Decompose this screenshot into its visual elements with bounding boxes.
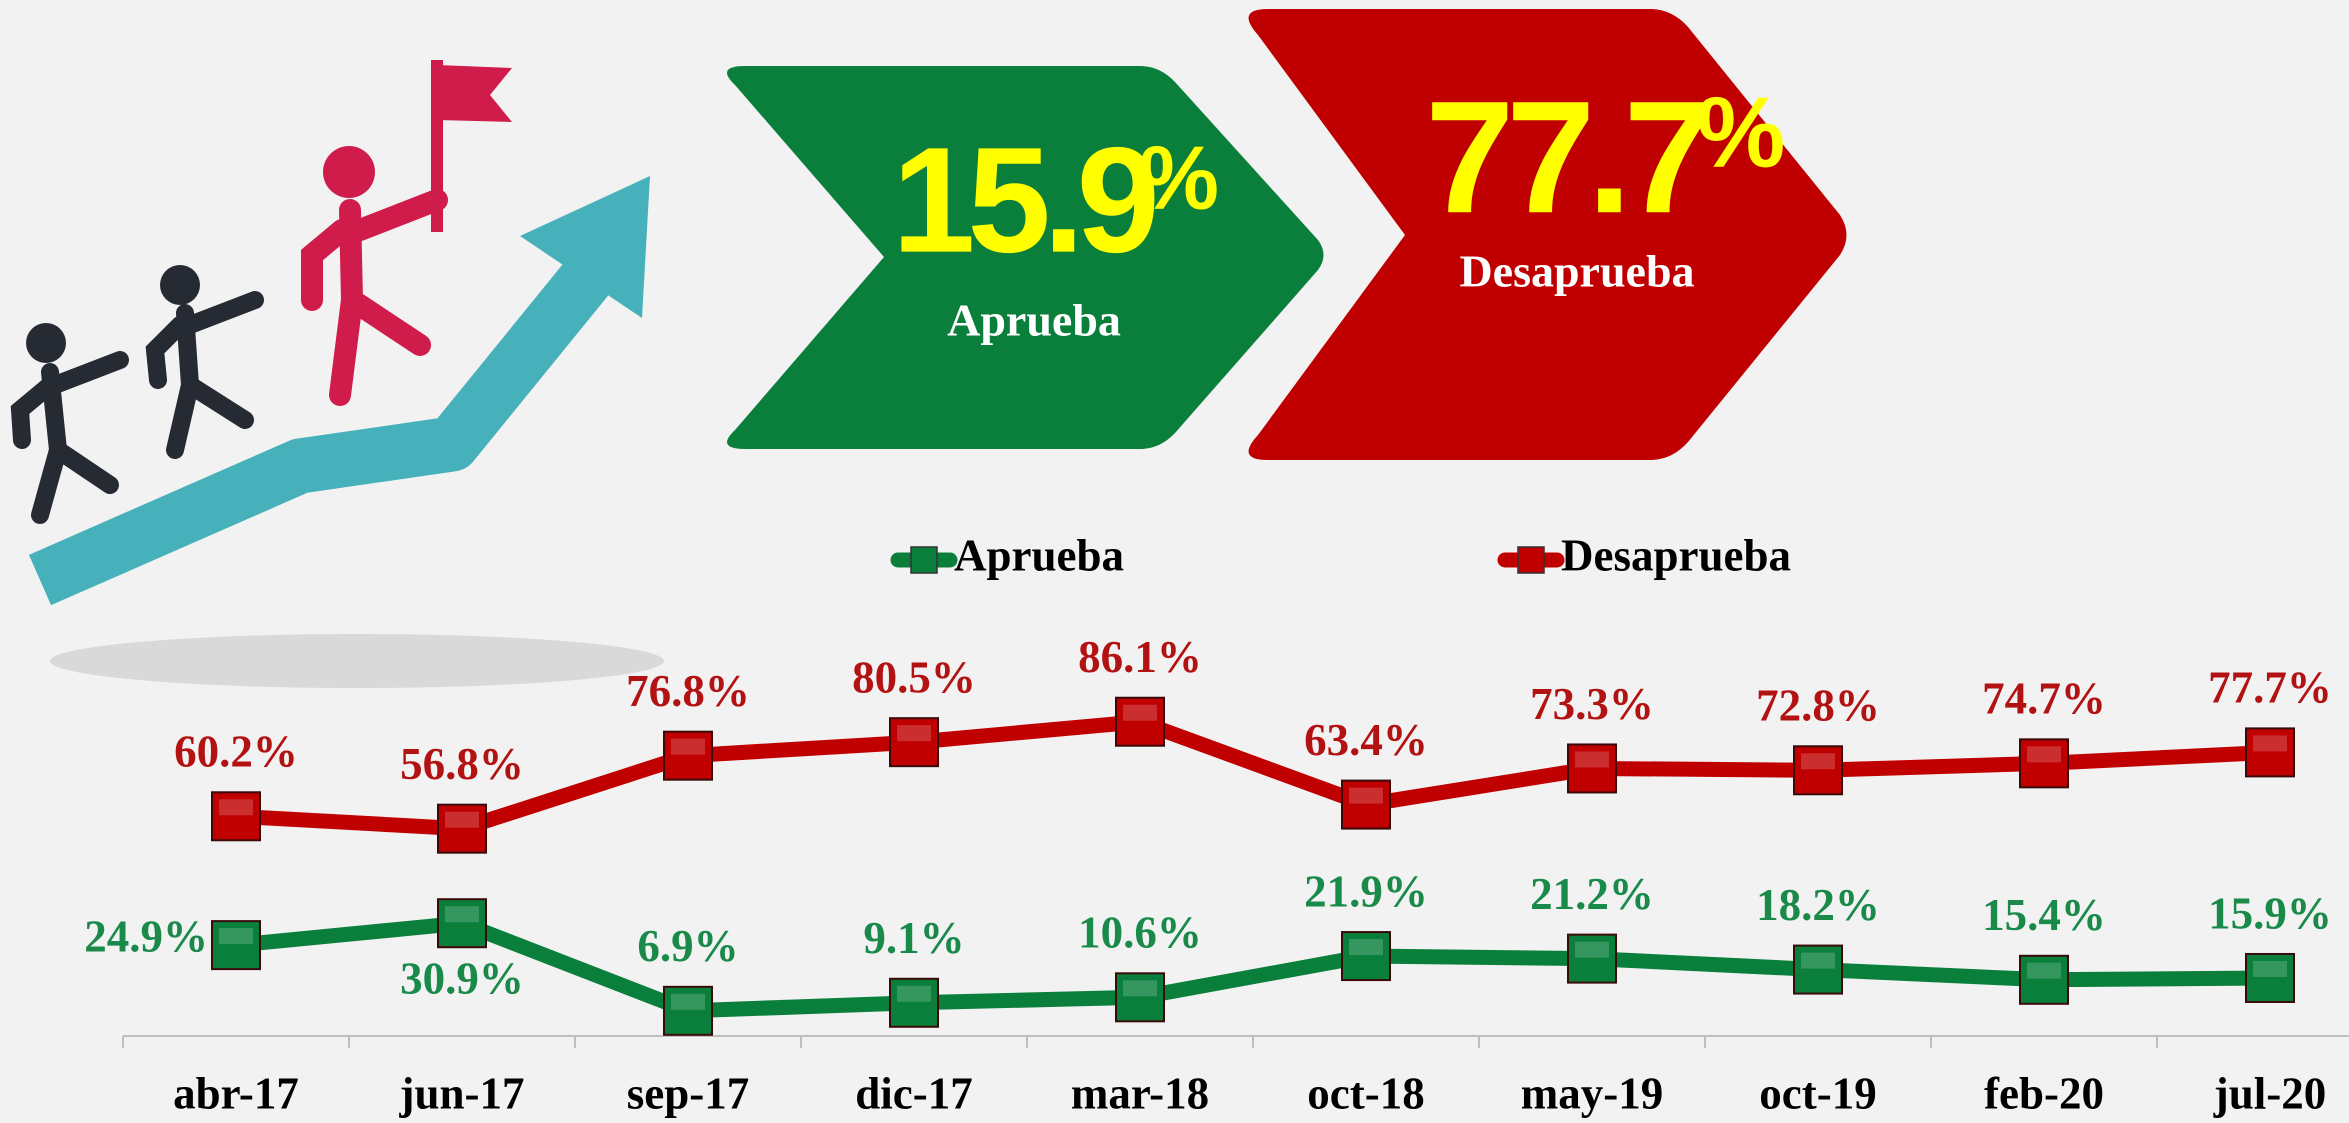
data-label: 21.9% (1304, 866, 1428, 916)
person (145, 265, 264, 459)
data-point-shine (1349, 939, 1383, 956)
data-point-shine (671, 993, 705, 1010)
data-point (2019, 738, 2069, 789)
data-label: 80.5% (852, 653, 976, 703)
x-tick-label: jun-17 (398, 1068, 524, 1118)
x-tick-label: oct-18 (1307, 1068, 1424, 1118)
x-tick-label: may-19 (1521, 1068, 1663, 1118)
data-label: 77.7% (2208, 663, 2332, 713)
data-point-shine (219, 799, 253, 816)
data-point (211, 791, 261, 842)
data-point-shine (897, 725, 931, 742)
data-point-shine (1123, 980, 1157, 997)
banner-unit: % (1697, 76, 1784, 188)
data-point-shine (1123, 704, 1157, 721)
person-leader (301, 146, 448, 406)
banner-value: 15.9 (892, 116, 1155, 284)
data-point (663, 985, 713, 1036)
data-point-shine (2253, 735, 2287, 752)
data-point (1793, 745, 1843, 796)
data-point (1341, 779, 1391, 830)
data-label: 86.1% (1078, 632, 1202, 682)
data-point (1567, 743, 1617, 794)
data-point (437, 898, 487, 949)
data-label: 73.3% (1530, 679, 1654, 729)
data-label: 10.6% (1078, 908, 1202, 958)
data-point (2245, 952, 2295, 1003)
data-point (437, 803, 487, 854)
x-tick-label: jul-20 (2213, 1068, 2327, 1118)
person (10, 323, 129, 524)
x-tick-label: dic-17 (855, 1068, 973, 1118)
banner-aprueba (727, 66, 1324, 449)
data-label: 60.2% (174, 727, 298, 777)
shadow (50, 634, 664, 688)
data-label: 30.9% (400, 954, 524, 1004)
data-point-shine (1575, 751, 1609, 768)
data-point (1115, 696, 1165, 747)
data-label: 24.9% (84, 911, 208, 961)
legend-label: Aprueba (954, 530, 1124, 580)
series-line (235, 714, 2271, 837)
legend-marker (1517, 546, 1545, 574)
data-point-shine (219, 928, 253, 945)
data-point-shine (2253, 960, 2287, 977)
data-point-shine (671, 738, 705, 755)
data-label: 76.8% (626, 666, 750, 716)
banner-label: Desaprueba (1459, 246, 1694, 297)
banner-value: 77.7 (1425, 67, 1705, 246)
legend-marker (910, 546, 938, 574)
data-label: 72.8% (1756, 681, 1880, 731)
data-point (663, 730, 713, 781)
data-point-shine (2027, 962, 2061, 979)
data-point-shine (897, 985, 931, 1002)
x-tick-label: mar-18 (1071, 1068, 1209, 1118)
data-point (1793, 944, 1843, 995)
data-point (2019, 954, 2069, 1005)
data-point (889, 717, 939, 768)
x-tick-label: sep-17 (627, 1068, 750, 1118)
legend-label: Desaprueba (1561, 530, 1791, 580)
data-label: 18.2% (1756, 880, 1880, 930)
arrow-head (520, 176, 650, 318)
data-point (1341, 931, 1391, 982)
banner-label: Aprueba (947, 295, 1121, 346)
banner-desaprueba (1248, 9, 1847, 460)
data-label: 21.2% (1530, 869, 1654, 919)
x-tick-label: abr-17 (173, 1068, 299, 1118)
x-tick-label: oct-19 (1759, 1068, 1876, 1118)
data-label: 74.7% (1982, 674, 2106, 724)
data-label: 9.1% (863, 913, 964, 963)
data-point-shine (1575, 941, 1609, 958)
data-point (1115, 972, 1165, 1023)
data-point-shine (1801, 753, 1835, 770)
data-point (2245, 727, 2295, 778)
data-point-shine (445, 906, 479, 923)
data-label: 63.4% (1304, 715, 1428, 765)
data-label: 15.9% (2208, 888, 2332, 938)
data-point (211, 920, 261, 971)
data-point-shine (445, 811, 479, 828)
data-point (889, 977, 939, 1028)
banner-unit: % (1139, 129, 1217, 229)
data-point-shine (1349, 787, 1383, 804)
data-point-shine (1801, 952, 1835, 969)
data-label: 56.8% (400, 739, 524, 789)
x-tick-label: feb-20 (1984, 1068, 2104, 1118)
series-line (235, 915, 2271, 1019)
data-point-shine (2027, 746, 2061, 763)
flag (437, 65, 512, 122)
arrow (28, 244, 622, 606)
data-label: 6.9% (637, 921, 738, 971)
data-label: 15.4% (1982, 890, 2106, 940)
data-point (1567, 933, 1617, 984)
